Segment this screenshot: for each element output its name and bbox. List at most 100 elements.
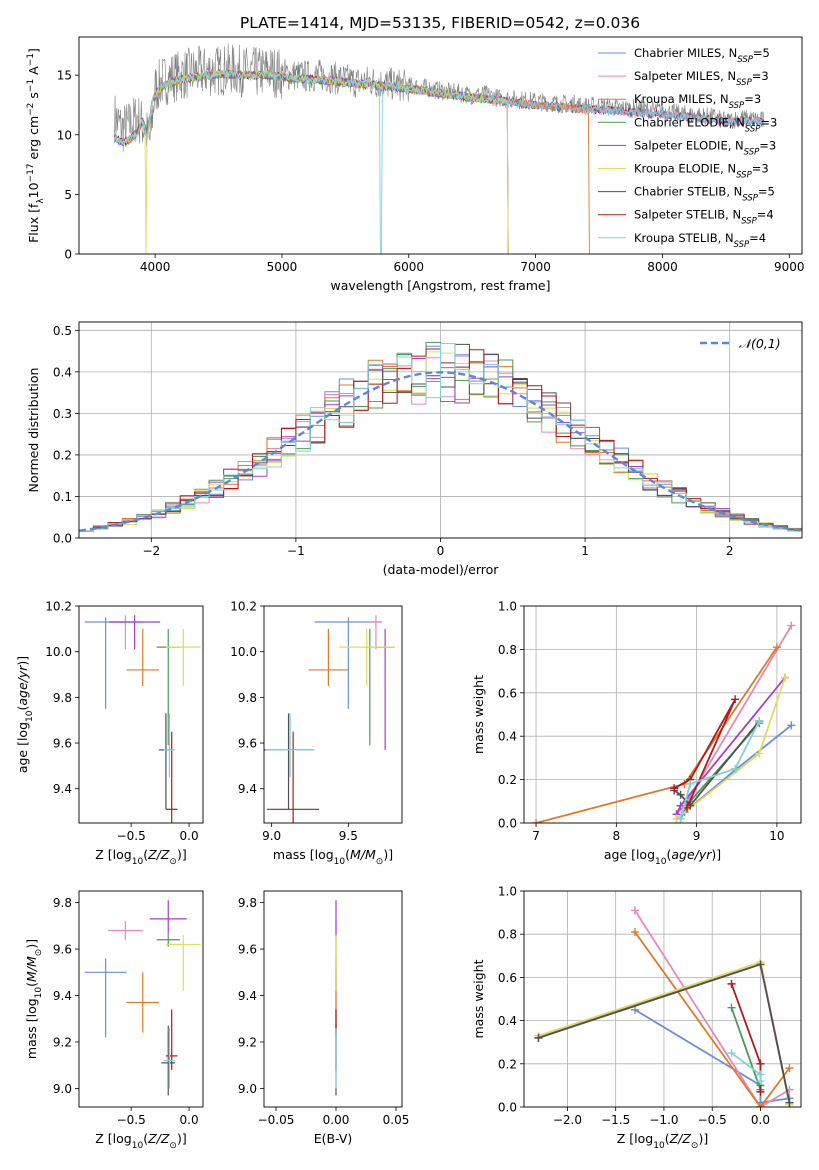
y-tick-label: 0.4 — [498, 1014, 517, 1028]
y-tick-label: 0.4 — [498, 730, 517, 744]
axes-age_vs_Z: −0.5 0.09.49.69.810.010.2Z [log10(Z/Z⊙)]a… — [15, 600, 204, 867]
legend-nssp-sub: SSP — [734, 240, 750, 250]
x-tick-label: 2 — [726, 544, 734, 558]
legend-nssp-sub: SSP — [729, 101, 745, 111]
label-part: 10 — [334, 857, 346, 867]
label-part: M/M — [350, 847, 376, 862]
label-part: Z [log — [95, 1131, 131, 1146]
y-tick-label: 9.8 — [53, 691, 72, 705]
y-tick-label: 9.2 — [238, 1035, 257, 1049]
model-spectrum-9 — [114, 68, 765, 254]
x-tick-label: 1 — [581, 544, 589, 558]
weight-marker — [532, 819, 541, 823]
y-tick-label: 0.4 — [53, 365, 72, 379]
label-part: ( — [143, 847, 148, 862]
y-axis-label: Normed distribution — [26, 368, 41, 493]
errorbar-point-9 — [163, 1028, 176, 1089]
y-tick-label: 0.8 — [498, 928, 517, 942]
x-tick-label: 0 — [437, 544, 445, 558]
label-part: )] — [24, 939, 39, 949]
label-part: ( — [345, 847, 350, 862]
legend-nssp: N — [729, 46, 738, 60]
label-part: s — [26, 92, 41, 103]
label-part: λ — [36, 198, 46, 204]
plot-area-weight_vs_age — [532, 621, 796, 823]
label-part: 10 — [655, 857, 667, 867]
y-tick-label: 9.0 — [238, 1082, 257, 1096]
label-part: −17 — [26, 163, 36, 182]
weight-marker — [731, 695, 740, 704]
residual-histogram-9 — [79, 343, 802, 532]
label-part: ⊙ — [169, 1141, 177, 1151]
axes-frame — [263, 890, 403, 1108]
y-tick-label: 0.6 — [498, 971, 517, 985]
legend-entry: Chabrier ELODIE, NSSP=3 — [634, 115, 777, 134]
x-tick-label: −0.5 — [117, 829, 146, 843]
legend-name: Kroupa STELIB, — [634, 231, 725, 245]
label-part: ] — [26, 48, 41, 53]
label-part: 10 — [34, 987, 44, 999]
legend-name: Chabrier MILES, — [634, 46, 729, 60]
label-part: )] — [383, 847, 393, 862]
legend-entry: Kroupa MILES, NSSP=3 — [634, 92, 761, 111]
weight-marker — [756, 1087, 765, 1096]
weight-marker — [670, 784, 679, 793]
y-axis-label: mass [log10(M/M⊙)] — [24, 939, 44, 1059]
label-part: )] — [15, 656, 30, 666]
errorbar-point-3 — [126, 972, 159, 1033]
legend-entry: Salpeter MILES, NSSP=3 — [634, 69, 769, 88]
errorbar-point-2 — [107, 921, 143, 940]
axes-mass_vs_Z: −0.5 0.09.09.29.49.69.8Z [log10(Z/Z⊙)]mas… — [24, 890, 204, 1151]
label-part: Flux [f — [26, 203, 41, 243]
weight-marker — [756, 1103, 765, 1107]
axes-spectrum: 4000 5000 6000 7000 8000 9000 0 5 10 15 wavelength… — [26, 36, 805, 293]
legend-name: Kroupa ELODIE, — [634, 162, 727, 176]
legend-name: Salpeter ELODIE, — [634, 138, 735, 152]
weight-marker — [780, 673, 789, 682]
y-tick-label: 9.8 — [238, 691, 257, 705]
x-tick-label: 8000 — [647, 260, 678, 274]
legend-nssp-value: =3 — [752, 69, 769, 83]
y-tick-label: 0.8 — [498, 643, 517, 657]
label-part: Z [log — [617, 1131, 653, 1146]
errorbar-point-1 — [84, 958, 127, 1038]
legend-entry: Chabrier STELIB, NSSP=5 — [634, 185, 775, 204]
y-tick-label: 1.0 — [498, 885, 517, 899]
x-tick-label: −0.5 — [698, 1113, 727, 1127]
x-tick-label: 0.0 — [751, 1113, 770, 1127]
x-tick-label: −2.0 — [553, 1113, 582, 1127]
x-tick-label: 6000 — [394, 260, 425, 274]
y-tick-label: 9.8 — [238, 896, 257, 910]
weight-marker — [630, 1005, 639, 1014]
label-part: ⊙ — [691, 1141, 699, 1151]
y-tick-label: 10.2 — [45, 600, 72, 614]
label-part: Z/Z — [147, 1131, 170, 1146]
label-part: −2 — [26, 103, 36, 116]
label-part: age [log — [604, 847, 655, 862]
weight-series-8 — [673, 698, 736, 809]
label-part: age/yr — [15, 665, 30, 706]
weight-marker — [676, 801, 685, 810]
label-part: )] — [711, 847, 721, 862]
x-tick-label: −2 — [142, 544, 160, 558]
y-tick-label: 9.8 — [53, 896, 72, 910]
y-tick-label: 9.0 — [53, 1082, 72, 1096]
axes-frame — [78, 605, 204, 824]
x-tick-label: 9 — [693, 829, 701, 843]
y-tick-label: 9.4 — [238, 989, 257, 1003]
label-part: M/M — [24, 956, 39, 982]
x-axis-label: (data-model)/error — [383, 562, 500, 577]
errorbar-point-6 — [165, 935, 201, 991]
y-tick-label: 10.0 — [45, 645, 72, 659]
label-part: 10 — [653, 1141, 665, 1151]
errorbar-point-3 — [126, 628, 159, 686]
y-tick-label: 0.0 — [498, 1101, 517, 1115]
label-part: ⊙ — [376, 857, 384, 867]
label-part: ( — [665, 1131, 670, 1146]
legend-nssp-value: =3 — [744, 92, 761, 106]
errorbar-point-8 — [165, 731, 178, 823]
weight-marker — [785, 1064, 794, 1073]
label-part: mass [log — [24, 998, 39, 1059]
label-part: (data-model)/error — [383, 562, 500, 577]
